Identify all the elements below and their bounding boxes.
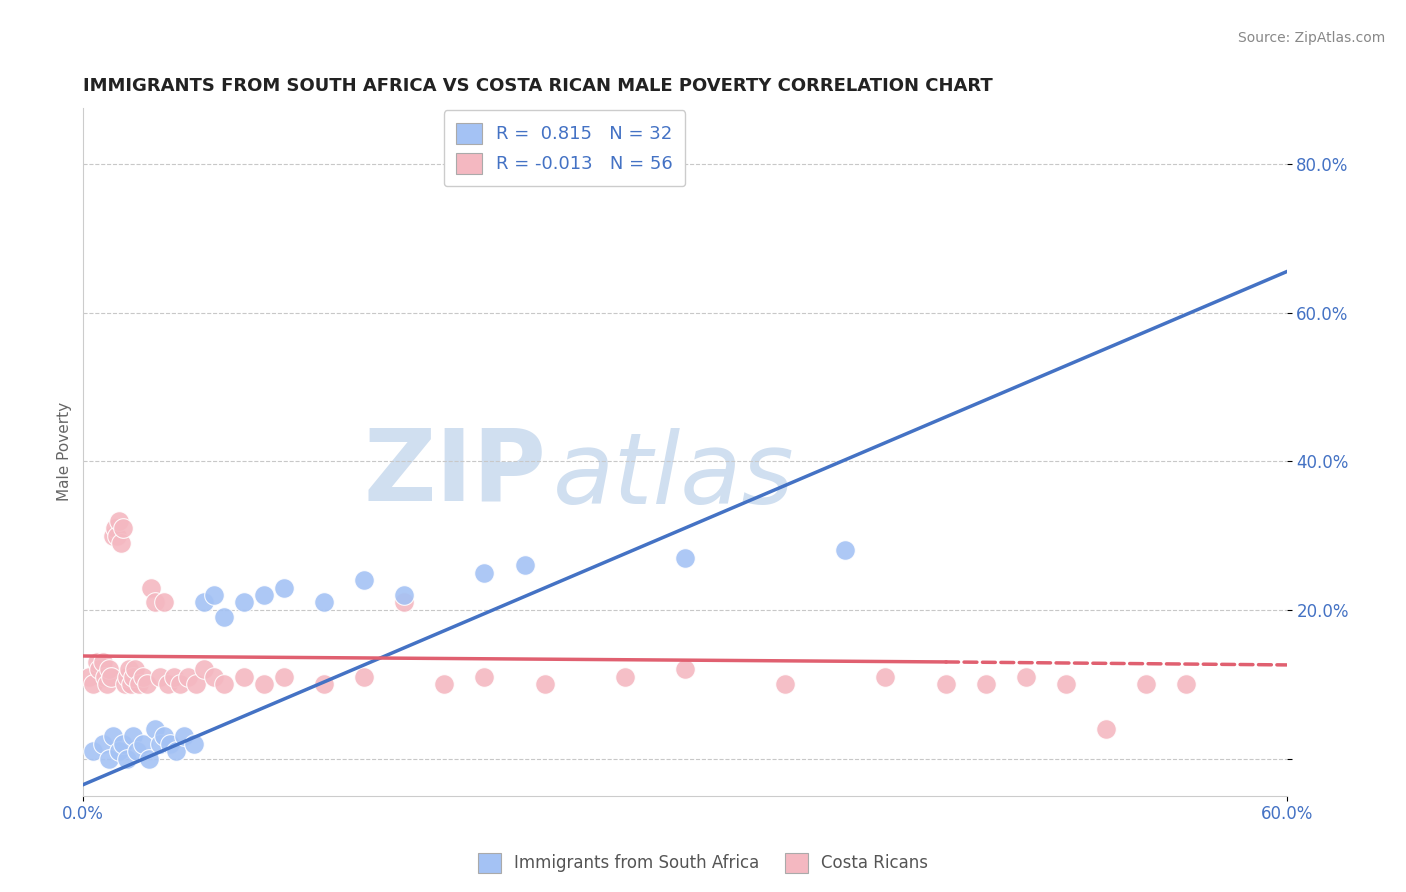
Point — [117, 751, 139, 765]
Point — [103, 729, 125, 743]
Point — [392, 595, 415, 609]
Point — [108, 514, 131, 528]
Point — [232, 595, 254, 609]
Point — [89, 662, 111, 676]
Point — [124, 662, 146, 676]
Point — [103, 528, 125, 542]
Point — [169, 677, 191, 691]
Point — [176, 670, 198, 684]
Point — [1095, 722, 1118, 736]
Point — [79, 670, 101, 684]
Point — [935, 677, 957, 691]
Point — [98, 662, 121, 676]
Point — [673, 550, 696, 565]
Point — [93, 655, 115, 669]
Point — [193, 662, 215, 676]
Point — [253, 677, 276, 691]
Point — [117, 670, 139, 684]
Point — [184, 677, 207, 691]
Point — [110, 536, 132, 550]
Point — [82, 744, 104, 758]
Point — [1135, 677, 1157, 691]
Point — [105, 528, 128, 542]
Point — [98, 751, 121, 765]
Point — [86, 655, 108, 669]
Y-axis label: Male Poverty: Male Poverty — [58, 402, 72, 501]
Point — [122, 729, 145, 743]
Point — [96, 677, 118, 691]
Point — [152, 595, 174, 609]
Point — [212, 677, 235, 691]
Point — [159, 737, 181, 751]
Point — [145, 595, 167, 609]
Point — [513, 558, 536, 573]
Point — [141, 581, 163, 595]
Point — [165, 744, 187, 758]
Point — [474, 566, 496, 580]
Point — [138, 751, 160, 765]
Point — [128, 677, 150, 691]
Point — [353, 573, 375, 587]
Point — [273, 581, 295, 595]
Point — [108, 744, 131, 758]
Point — [112, 521, 135, 535]
Point — [104, 521, 127, 535]
Point — [232, 670, 254, 684]
Legend: Immigrants from South Africa, Costa Ricans: Immigrants from South Africa, Costa Rica… — [471, 847, 935, 880]
Point — [474, 670, 496, 684]
Point — [1015, 670, 1038, 684]
Point — [127, 744, 149, 758]
Point — [312, 677, 335, 691]
Point — [273, 670, 295, 684]
Point — [120, 677, 142, 691]
Point — [193, 595, 215, 609]
Point — [152, 729, 174, 743]
Legend: R =  0.815   N = 32, R = -0.013   N = 56: R = 0.815 N = 32, R = -0.013 N = 56 — [444, 111, 686, 186]
Point — [114, 677, 136, 691]
Point — [82, 677, 104, 691]
Point — [132, 670, 155, 684]
Point — [1175, 677, 1198, 691]
Point — [353, 670, 375, 684]
Point — [156, 677, 179, 691]
Point — [136, 677, 159, 691]
Point — [312, 595, 335, 609]
Point — [112, 737, 135, 751]
Point — [132, 737, 155, 751]
Point — [433, 677, 456, 691]
Point — [613, 670, 636, 684]
Point — [212, 610, 235, 624]
Point — [974, 677, 997, 691]
Point — [122, 670, 145, 684]
Point — [148, 737, 170, 751]
Text: ZIP: ZIP — [364, 424, 547, 521]
Point — [392, 588, 415, 602]
Text: Source: ZipAtlas.com: Source: ZipAtlas.com — [1237, 31, 1385, 45]
Point — [162, 670, 184, 684]
Text: atlas: atlas — [553, 427, 794, 524]
Point — [183, 737, 205, 751]
Text: IMMIGRANTS FROM SOUTH AFRICA VS COSTA RICAN MALE POVERTY CORRELATION CHART: IMMIGRANTS FROM SOUTH AFRICA VS COSTA RI… — [83, 78, 993, 95]
Point — [1054, 677, 1077, 691]
Point — [773, 677, 796, 691]
Point — [673, 662, 696, 676]
Point — [202, 588, 225, 602]
Point — [834, 543, 856, 558]
Point — [202, 670, 225, 684]
Point — [875, 670, 897, 684]
Point — [173, 729, 195, 743]
Point — [94, 670, 117, 684]
Point — [148, 670, 170, 684]
Point — [93, 737, 115, 751]
Point — [145, 722, 167, 736]
Point — [253, 588, 276, 602]
Point — [100, 670, 122, 684]
Point — [118, 662, 141, 676]
Point — [533, 677, 555, 691]
